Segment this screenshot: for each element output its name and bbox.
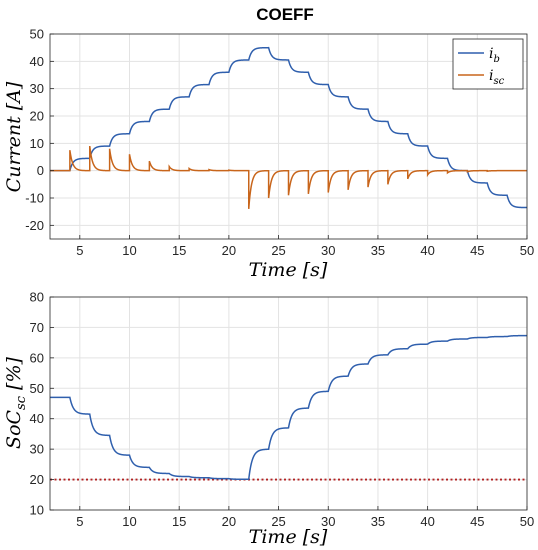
current-x-tick-label: 30 bbox=[321, 243, 335, 258]
current-y-tick-label: 50 bbox=[30, 27, 44, 42]
soc-y-tick-label: 50 bbox=[30, 381, 44, 396]
current-x-tick-label: 5 bbox=[76, 243, 83, 258]
soc-grid bbox=[50, 296, 528, 511]
soc-x-tick-label: 10 bbox=[122, 514, 136, 529]
soc-tick-labels: 5 10 15 20 25 30 35 40 45 50 10 20 30 40 50 60 70 80 bbox=[30, 290, 535, 530]
soc-y-axis-label: SoCsc [%] bbox=[3, 356, 29, 448]
figure-title: COEFF bbox=[256, 5, 314, 24]
soc-x-tick-label: 50 bbox=[520, 514, 534, 529]
current-lines bbox=[50, 46, 527, 209]
soc-y-tick-label: 10 bbox=[30, 503, 44, 518]
soc-y-tick-label: 70 bbox=[30, 320, 44, 335]
current-legend: ib isc bbox=[452, 38, 524, 90]
series-line-i-sc bbox=[50, 145, 527, 209]
current-y-tick-label: 0 bbox=[37, 163, 44, 178]
series-line-i-b bbox=[50, 46, 527, 209]
current-x-tick-label: 45 bbox=[470, 243, 484, 258]
current-chart: 5 10 15 20 25 30 35 40 45 50 -20 -10 0 10 20 30 40 50 ib … bbox=[3, 27, 534, 282]
soc-x-tick-label: 30 bbox=[321, 514, 335, 529]
current-x-tick-label: 40 bbox=[420, 243, 434, 258]
soc-x-tick-label: 15 bbox=[172, 514, 186, 529]
soc-x-axis-label: Time [s] bbox=[249, 526, 328, 548]
soc-x-tick-label: 35 bbox=[371, 514, 385, 529]
series-line-soc-sc bbox=[50, 334, 527, 481]
soc-lines bbox=[50, 334, 527, 481]
current-y-tick-label: 20 bbox=[30, 109, 44, 124]
current-y-tick-label: 10 bbox=[30, 136, 44, 151]
soc-x-tick-label: 40 bbox=[420, 514, 434, 529]
soc-y-tick-label: 20 bbox=[30, 472, 44, 487]
legend-box bbox=[452, 38, 524, 90]
current-x-tick-label: 10 bbox=[122, 243, 136, 258]
current-x-axis-label: Time [s] bbox=[249, 259, 328, 281]
soc-y-tick-label: 30 bbox=[30, 442, 44, 457]
current-tick-labels: 5 10 15 20 25 30 35 40 45 50 -20 -10 0 10 20 30 40 50 bbox=[25, 27, 534, 259]
current-x-tick-label: 35 bbox=[371, 243, 385, 258]
current-axes-frame bbox=[49, 33, 528, 240]
soc-y-tick-label: 80 bbox=[30, 290, 44, 305]
current-x-tick-label: 20 bbox=[222, 243, 236, 258]
soc-axes-frame bbox=[49, 296, 528, 511]
current-y-axis-label: Current [A] bbox=[3, 81, 25, 192]
soc-chart: 5 10 15 20 25 30 35 40 45 50 10 20 30 40 50 60 70 80 Time… bbox=[3, 290, 534, 549]
soc-y-tick-label: 40 bbox=[30, 411, 44, 426]
current-y-tick-label: 40 bbox=[30, 54, 44, 69]
soc-x-tick-label: 45 bbox=[470, 514, 484, 529]
soc-y-tick-label: 60 bbox=[30, 350, 44, 365]
current-y-tick-label: -20 bbox=[25, 218, 44, 233]
current-x-tick-label: 25 bbox=[271, 243, 285, 258]
current-x-tick-label: 50 bbox=[520, 243, 534, 258]
legend-label-i-b: ib bbox=[489, 46, 500, 65]
current-x-tick-label: 15 bbox=[172, 243, 186, 258]
current-y-tick-label: -10 bbox=[25, 191, 44, 206]
current-y-tick-label: 30 bbox=[30, 81, 44, 96]
soc-x-tick-label: 25 bbox=[271, 514, 285, 529]
legend-label-i-sc: isc bbox=[489, 68, 505, 87]
soc-x-tick-label: 5 bbox=[76, 514, 83, 529]
soc-x-tick-label: 20 bbox=[222, 514, 236, 529]
